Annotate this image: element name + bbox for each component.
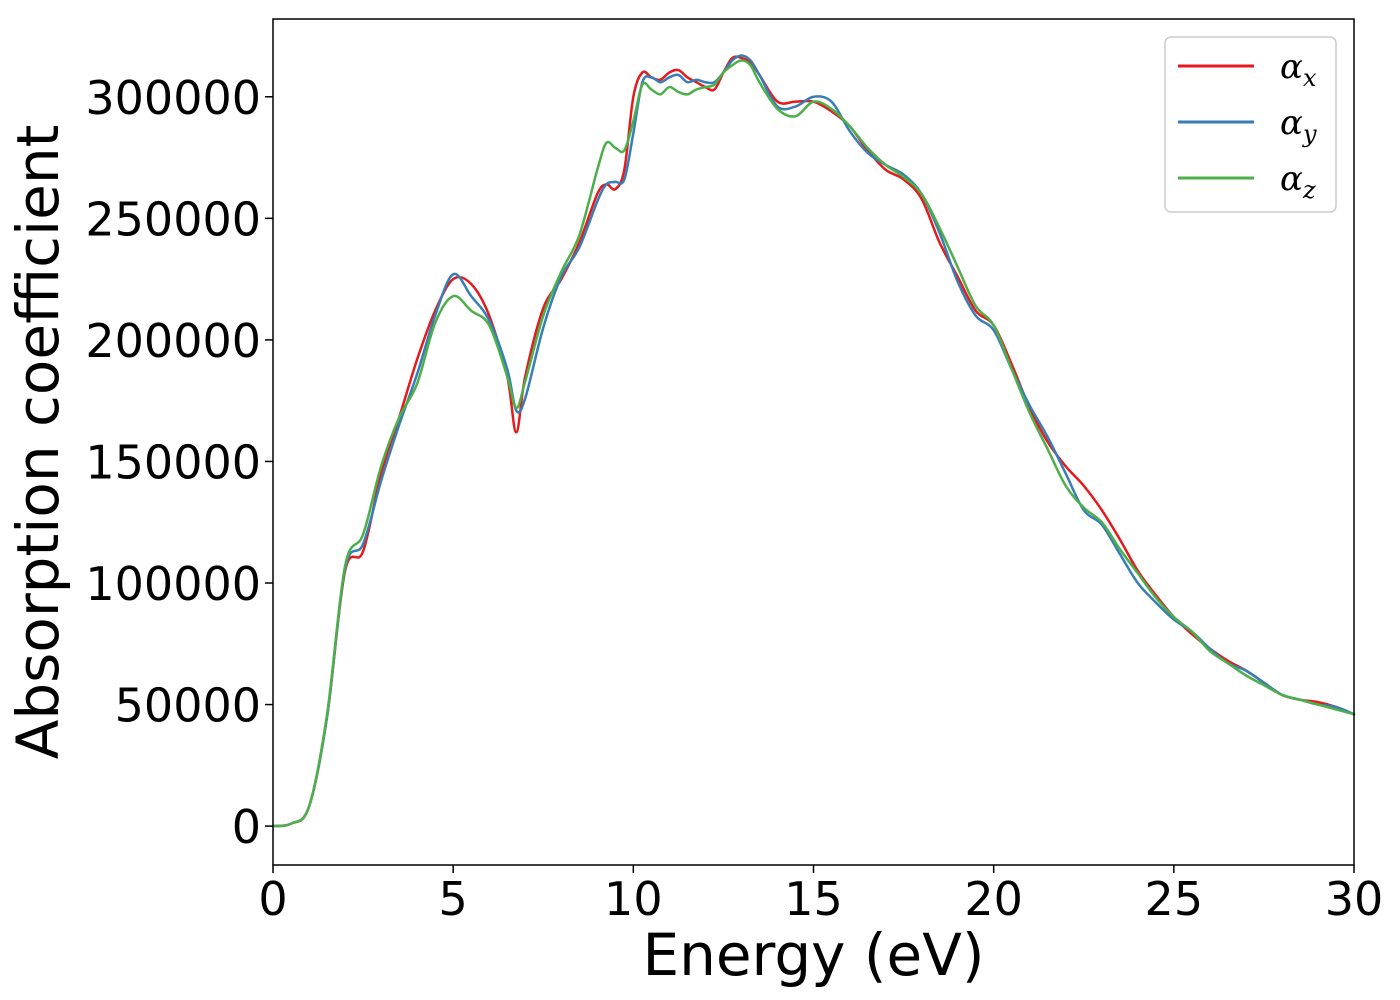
x-tick-label: 20 — [964, 872, 1023, 926]
x-tick-label: 30 — [1325, 872, 1384, 926]
y-tick-label: 250000 — [85, 192, 261, 246]
y-axis-ticks: 0 50000 100000 150000 200000 250000 300000 — [85, 71, 273, 854]
series-line-y — [271, 54, 1356, 828]
x-axis-ticks: 0 5 10 15 20 25 30 — [258, 865, 1383, 926]
legend-box — [1164, 36, 1337, 213]
x-tick-label: 5 — [439, 872, 468, 926]
y-tick-label: 100000 — [85, 557, 261, 611]
series-line-z — [271, 59, 1356, 828]
x-tick-label: 15 — [784, 872, 843, 926]
y-tick-label: 150000 — [85, 435, 261, 489]
y-tick-label: 200000 — [85, 314, 261, 368]
y-tick-label: 300000 — [85, 71, 261, 125]
y-tick-label: 0 — [232, 800, 261, 854]
y-tick-label: 50000 — [115, 679, 261, 733]
legend-label-z: αz — [1280, 159, 1316, 204]
y-axis-label: Absorption coefficient — [4, 125, 72, 760]
series-layer — [271, 54, 1356, 828]
x-axis-label: Energy (eV) — [642, 921, 984, 989]
x-tick-label: 0 — [258, 872, 287, 926]
x-tick-label: 25 — [1145, 872, 1204, 926]
x-tick-label: 10 — [604, 872, 663, 926]
